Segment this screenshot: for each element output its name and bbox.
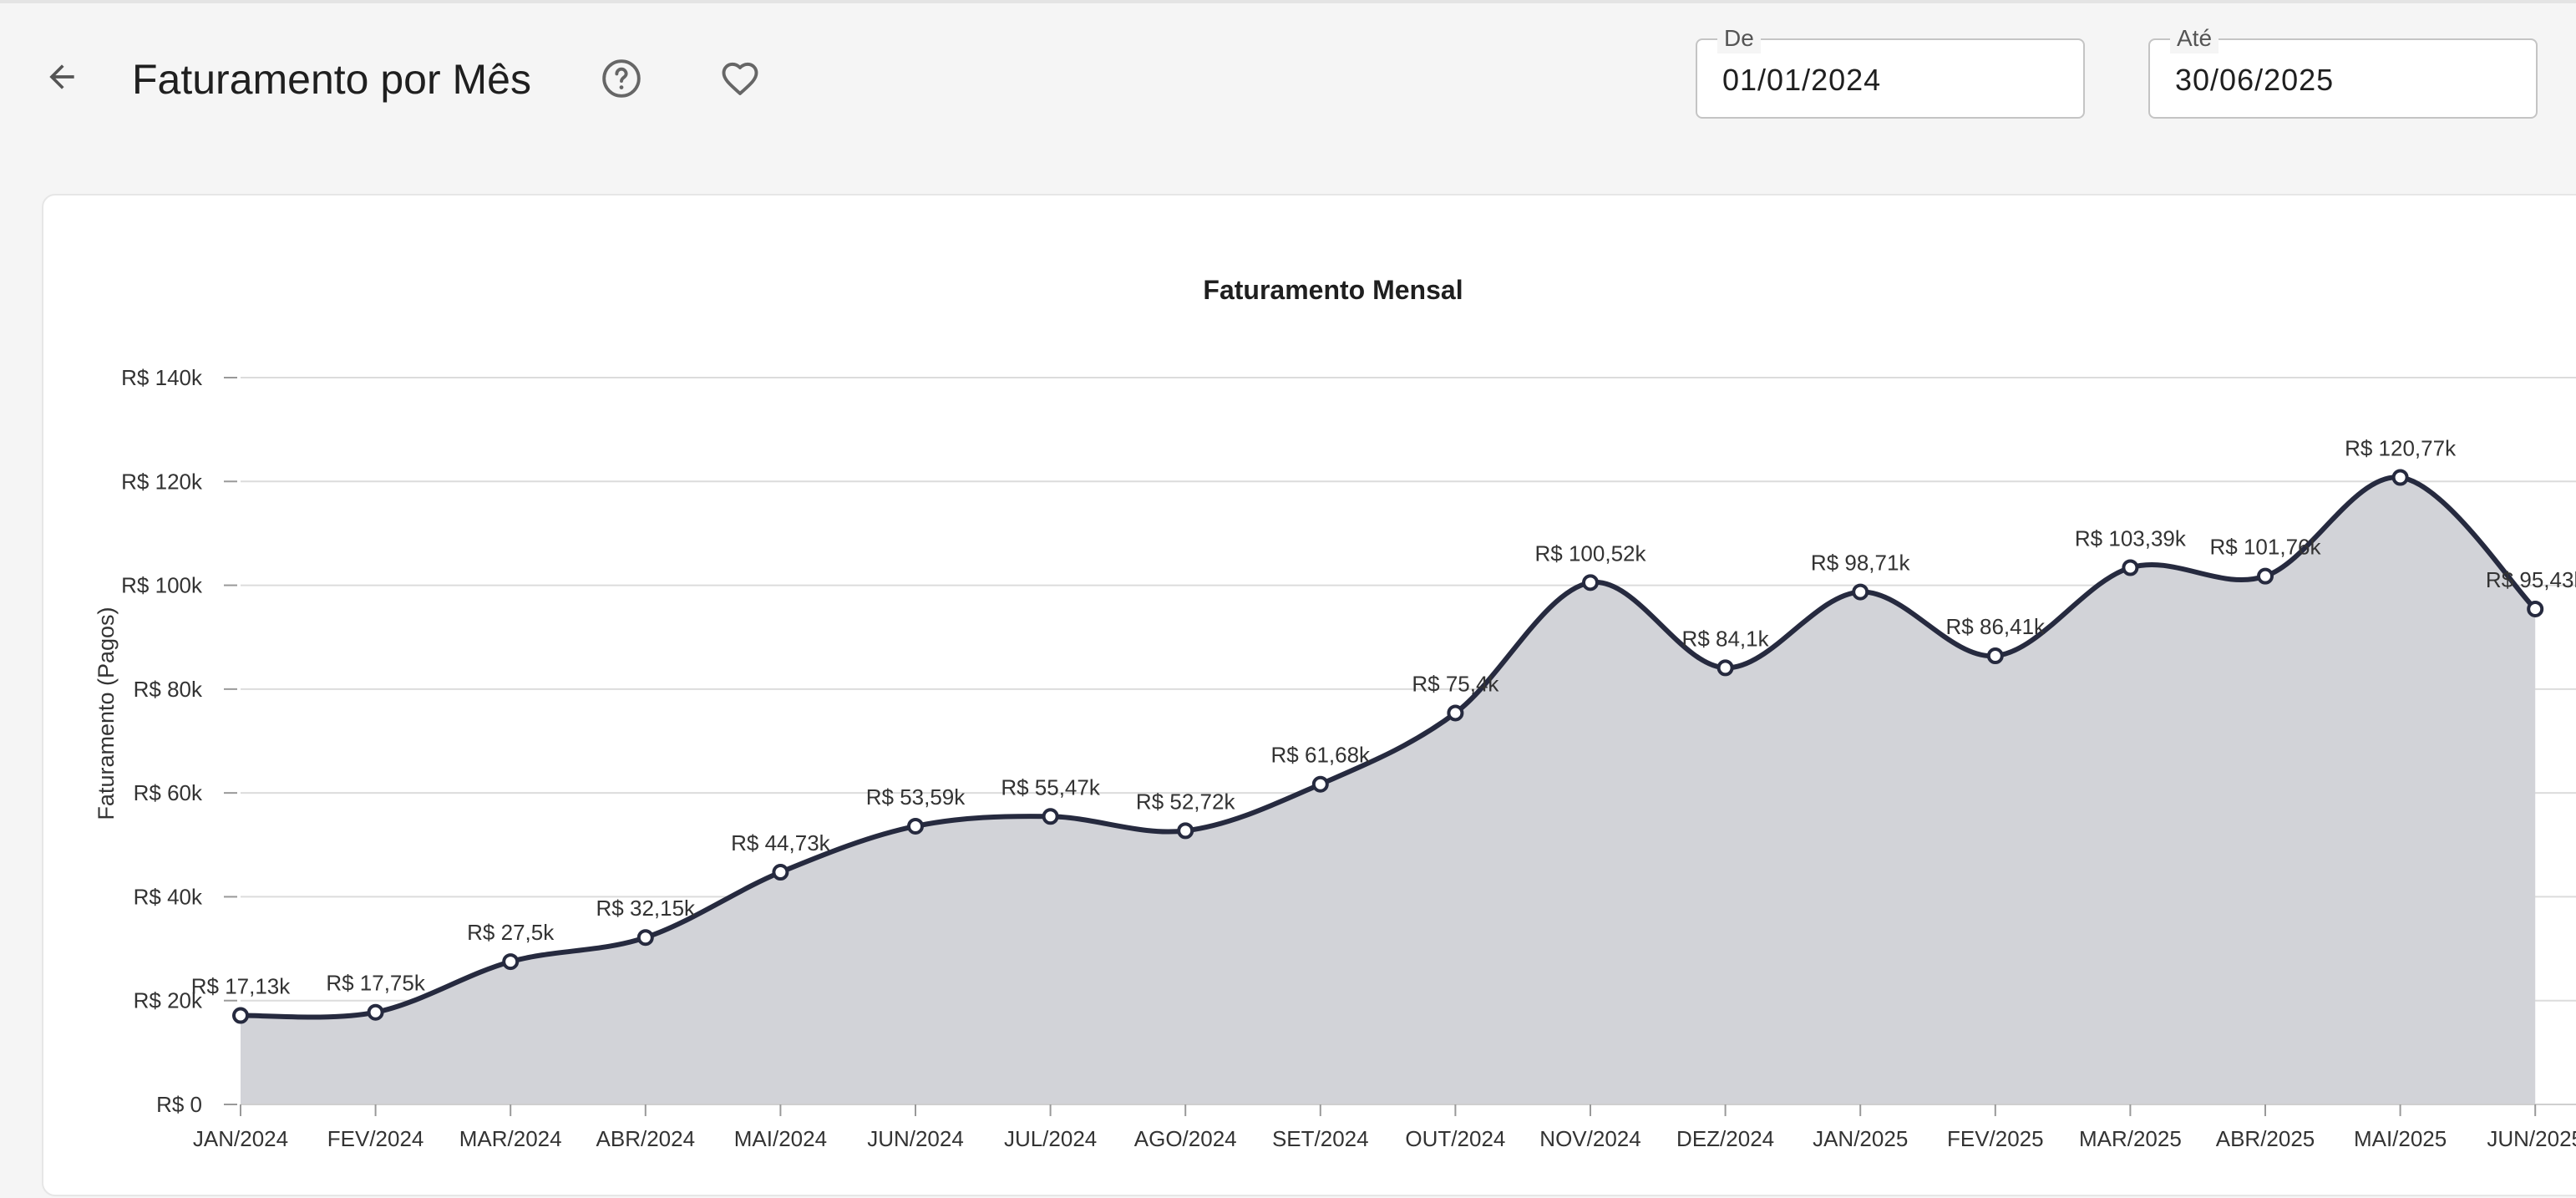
data-label: R$ 98,71k	[1811, 551, 1911, 576]
data-point	[1986, 647, 2004, 665]
data-point	[2527, 600, 2544, 617]
date-to-field[interactable]: Até	[2148, 23, 2538, 119]
x-tick-label: JUN/2024	[867, 1126, 964, 1151]
top-divider	[0, 0, 2576, 3]
page-title: Faturamento por Mês	[132, 56, 531, 103]
heart-outline-icon	[722, 62, 758, 95]
x-tick-label: OUT/2024	[1405, 1126, 1505, 1151]
date-from-field[interactable]: De	[1696, 23, 2085, 119]
revenue-area-chart: Faturamento Mensal R$ 0 R$ 20k R$ 40k R$ 60k…	[94, 275, 2576, 1151]
x-tick-label: SET/2024	[1272, 1126, 1369, 1151]
x-tick-label: MAI/2024	[734, 1126, 827, 1151]
y-axis-label: Faturamento (Pagos)	[94, 607, 119, 820]
back-button[interactable]	[30, 45, 94, 109]
data-label: R$ 27,5k	[467, 920, 555, 945]
data-point	[232, 1007, 249, 1024]
data-point	[907, 817, 924, 835]
data-point	[2391, 469, 2409, 486]
y-tick-label: R$ 80k	[134, 677, 203, 702]
data-label: R$ 44,73k	[731, 830, 831, 855]
data-label: R$ 84,1k	[1682, 626, 1770, 651]
data-point	[636, 929, 654, 947]
data-label: R$ 55,47k	[1001, 774, 1101, 800]
y-tick-label: R$ 100k	[121, 573, 203, 598]
data-point	[772, 864, 789, 881]
data-label: R$ 52,72k	[1136, 789, 1236, 814]
x-tick-label: FEV/2024	[327, 1126, 424, 1151]
favorite-button[interactable]	[710, 48, 770, 109]
y-tick-label: R$ 0	[156, 1092, 202, 1117]
data-point	[2122, 559, 2139, 576]
data-label: R$ 95,43k	[2486, 567, 2576, 592]
x-tick-label: MAR/2024	[459, 1126, 562, 1151]
y-tick-label: R$ 140k	[121, 365, 203, 390]
data-label: R$ 120,77k	[2345, 436, 2457, 461]
chart-card: Faturamento Mensal R$ 0 R$ 20k R$ 40k R$ 60k…	[42, 194, 2576, 1196]
x-tick-label: FEV/2025	[1947, 1126, 2044, 1151]
data-label: R$ 86,41k	[1946, 614, 2046, 639]
area-fill	[241, 477, 2536, 1104]
y-tick-label: R$ 20k	[134, 988, 203, 1013]
data-point	[1311, 775, 1329, 793]
data-label: R$ 17,13k	[191, 974, 292, 999]
data-point	[1042, 808, 1059, 825]
data-label: R$ 53,59k	[866, 784, 966, 810]
date-from-label: De	[1717, 23, 1761, 53]
x-tick-label: DEZ/2024	[1676, 1126, 1774, 1151]
data-label: R$ 101,76k	[2210, 535, 2322, 560]
date-to-input[interactable]	[2175, 62, 2509, 99]
x-tick-label: ABR/2025	[2216, 1126, 2315, 1151]
x-tick-label: JAN/2025	[1813, 1126, 1908, 1151]
data-point	[1582, 574, 1599, 591]
arrow-left-icon	[49, 64, 74, 89]
data-point	[2257, 567, 2274, 585]
x-tick-label: MAR/2025	[2079, 1126, 2182, 1151]
data-point	[1447, 704, 1464, 722]
date-to-label: Até	[2170, 23, 2219, 53]
help-circle-icon	[602, 59, 641, 98]
date-from-input[interactable]	[1722, 62, 2056, 99]
y-tick-label: R$ 40k	[134, 884, 203, 909]
data-point	[502, 953, 520, 971]
x-tick-label: MAI/2025	[2354, 1126, 2447, 1151]
data-point	[1177, 822, 1194, 840]
y-tick-label: R$ 60k	[134, 780, 203, 805]
data-label: R$ 17,75k	[326, 971, 426, 996]
x-tick-label: NOV/2024	[1539, 1126, 1640, 1151]
x-tick-label: JAN/2024	[193, 1126, 288, 1151]
data-label: R$ 75,4k	[1412, 671, 1499, 696]
data-label: R$ 61,68k	[1271, 743, 1372, 768]
x-tick-label: AGO/2024	[1134, 1126, 1237, 1151]
data-label: R$ 100,52k	[1535, 541, 1647, 566]
data-point	[1716, 659, 1734, 677]
x-tick-label: JUL/2024	[1004, 1126, 1097, 1151]
x-tick-label: JUN/2025	[2487, 1126, 2576, 1151]
x-tick-label: ABR/2024	[596, 1126, 696, 1151]
chart-title: Faturamento Mensal	[1203, 275, 1463, 305]
data-point	[367, 1003, 384, 1021]
data-label: R$ 32,15k	[596, 896, 697, 921]
data-point	[1852, 583, 1869, 601]
y-tick-label: R$ 120k	[121, 469, 203, 494]
data-label: R$ 103,39k	[2075, 526, 2187, 551]
help-button[interactable]	[591, 48, 652, 109]
